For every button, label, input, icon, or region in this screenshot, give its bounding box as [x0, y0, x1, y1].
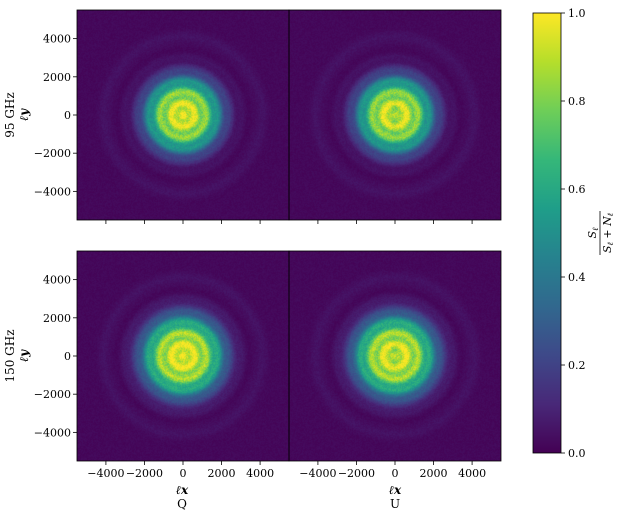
row-label-150: 150 GHz — [3, 329, 17, 382]
ytick-label: 2000 — [43, 71, 71, 84]
ylabel-95-text: ℓy — [17, 108, 31, 121]
heatmap-95-Q — [77, 10, 289, 220]
heatmap-95-U — [289, 10, 501, 220]
colorbar-label-numerator: Sℓ — [586, 227, 600, 239]
ytick-label: −2000 — [34, 147, 71, 160]
xtick-label: 0 — [180, 467, 187, 480]
ylabel-95: ℓy — [17, 108, 31, 121]
xtick-label: 0 — [392, 467, 399, 480]
xlabel-u: ℓx — [389, 483, 402, 497]
heatmap-150-U — [289, 251, 501, 461]
ytick-label: 2000 — [43, 312, 71, 325]
colorbar-tick-label: 1.0 — [568, 7, 586, 20]
ylabel-150: ℓy — [17, 349, 31, 362]
colorbar: 0.0 0.2 0.4 0.6 0.8 1.0 Sℓ Sℓ + Nℓ — [532, 7, 615, 460]
row-label-150-text: 150 GHz — [3, 329, 17, 382]
ytick-label: 0 — [64, 350, 71, 363]
ylabel-150-text: ℓy — [17, 349, 31, 362]
ytick-label: 4000 — [43, 33, 71, 46]
ytick-label: −4000 — [34, 426, 71, 439]
xtick-label: −4000 — [299, 467, 336, 480]
colorbar-tick-label: 0.0 — [568, 447, 586, 460]
row-label-95-text: 95 GHz — [3, 92, 17, 137]
col-label-q: Q — [177, 497, 187, 511]
heatmap-150-Q — [77, 251, 289, 461]
colorbar-label: Sℓ Sℓ + Nℓ — [586, 211, 615, 255]
xtick-label: 2000 — [208, 467, 236, 480]
xtick-label: 2000 — [420, 467, 448, 480]
xtick-label: −2000 — [338, 467, 375, 480]
colorbar-tick-label: 0.8 — [568, 95, 586, 108]
ytick-label: 0 — [64, 109, 71, 122]
colorbar-gradient — [532, 12, 562, 454]
xtick-label: 4000 — [458, 467, 486, 480]
colorbar-tick-label: 0.2 — [568, 359, 586, 372]
xtick-label: −2000 — [126, 467, 163, 480]
ytick-label: −2000 — [34, 388, 71, 401]
colorbar-label-denominator: Sℓ + Nℓ — [601, 212, 615, 253]
xtick-label: −4000 — [87, 467, 124, 480]
xlabel-q: ℓx — [176, 483, 189, 497]
col-label-u: U — [390, 497, 400, 511]
colorbar-tick-label: 0.4 — [568, 271, 586, 284]
ytick-label: −4000 — [34, 185, 71, 198]
xtick-label: 4000 — [246, 467, 274, 480]
colorbar-tick-label: 0.6 — [568, 183, 586, 196]
ytick-label: 4000 — [43, 274, 71, 287]
row-label-95: 95 GHz — [3, 92, 17, 137]
